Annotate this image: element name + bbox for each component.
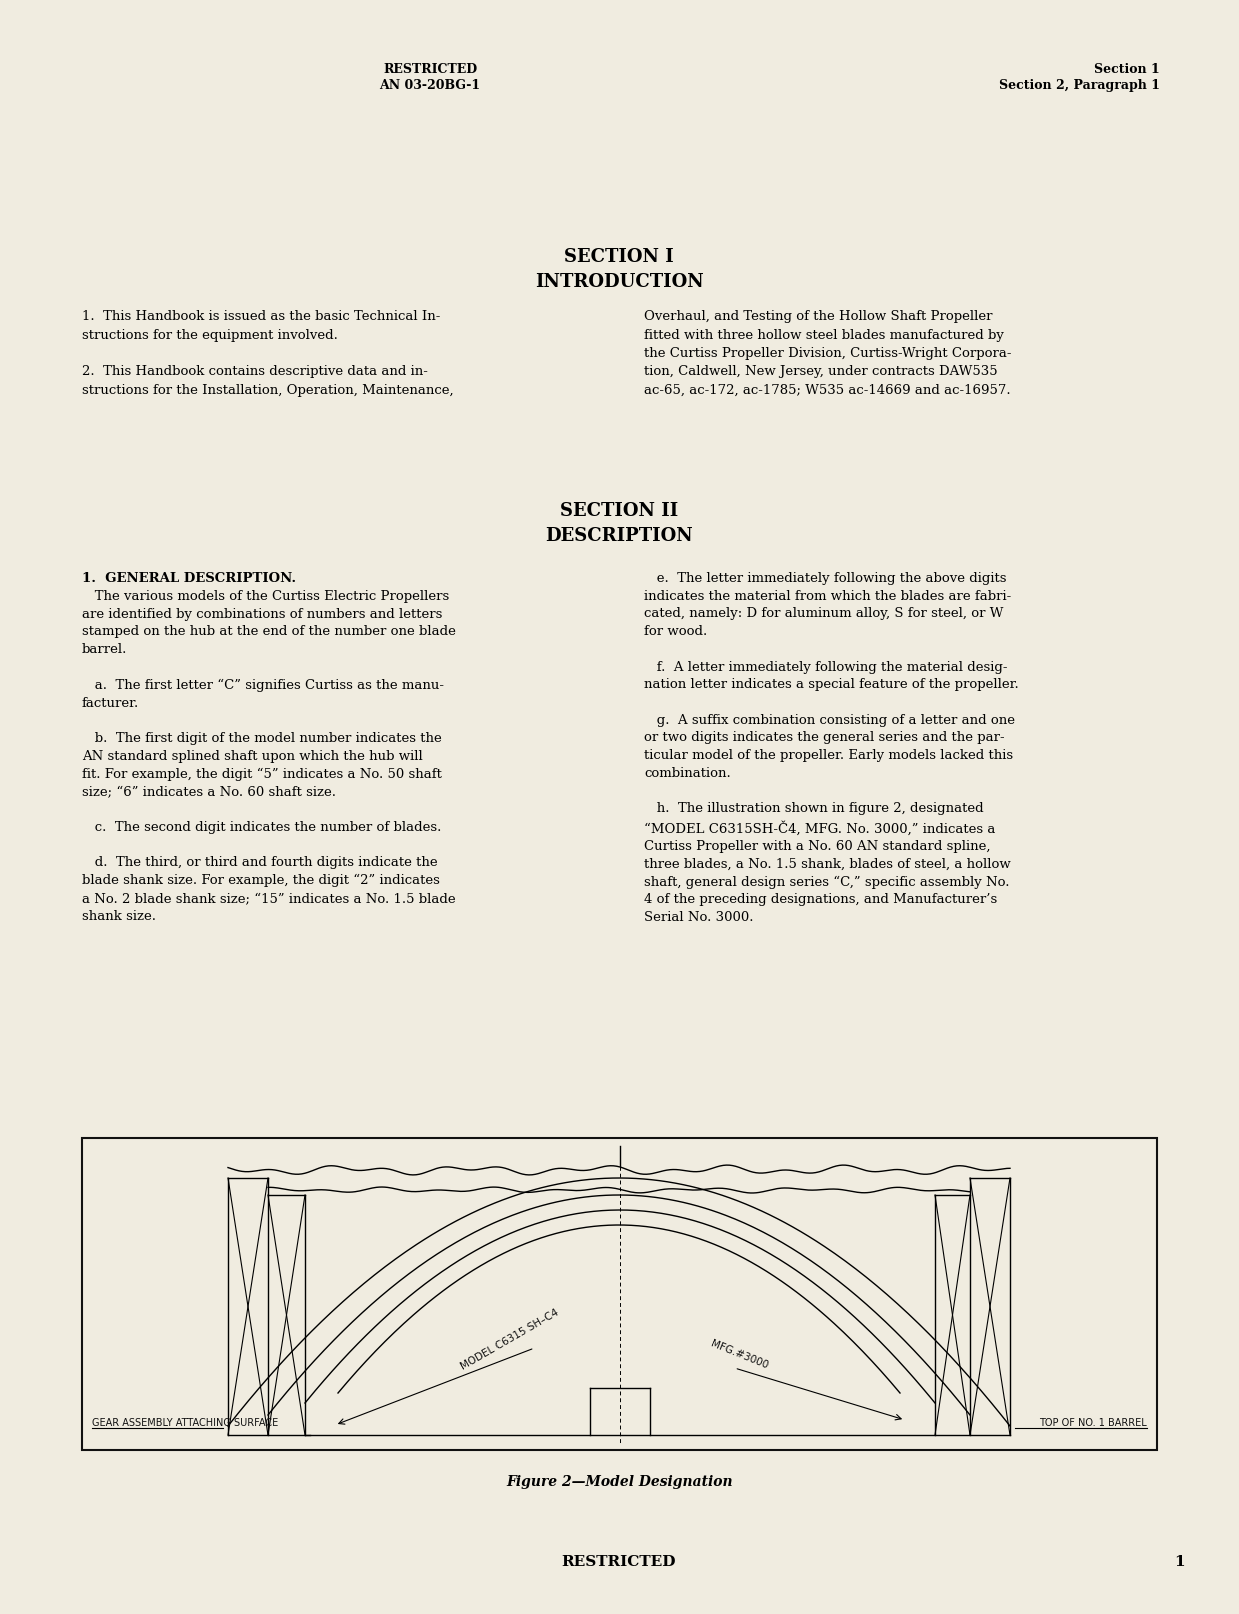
Text: INTRODUCTION: INTRODUCTION xyxy=(534,273,704,291)
Text: GEAR ASSEMBLY ATTACHING SURFACE: GEAR ASSEMBLY ATTACHING SURFACE xyxy=(92,1419,279,1428)
Text: Section 2, Paragraph 1: Section 2, Paragraph 1 xyxy=(999,79,1160,92)
Text: Overhaul, and Testing of the Hollow Shaft Propeller
fitted with three hollow ste: Overhaul, and Testing of the Hollow Shaf… xyxy=(644,310,1011,397)
Text: e.  The letter immediately following the above digits
indicates the material fro: e. The letter immediately following the … xyxy=(644,571,1018,925)
Text: Figure 2—Model Designation: Figure 2—Model Designation xyxy=(507,1475,732,1490)
Text: DESCRIPTION: DESCRIPTION xyxy=(545,528,693,546)
Text: TOP OF NO. 1 BARREL: TOP OF NO. 1 BARREL xyxy=(1040,1419,1147,1428)
Text: Section 1: Section 1 xyxy=(1094,63,1160,76)
Text: SECTION II: SECTION II xyxy=(560,502,678,520)
Text: 1.  This Handbook is issued as the basic Technical In-
structions for the equipm: 1. This Handbook is issued as the basic … xyxy=(82,310,453,397)
Text: MODEL C6315 SH–C4: MODEL C6315 SH–C4 xyxy=(458,1307,560,1372)
Text: RESTRICTED: RESTRICTED xyxy=(383,63,477,76)
Text: AN 03-20BG-1: AN 03-20BG-1 xyxy=(379,79,481,92)
Text: 1.  GENERAL DESCRIPTION.: 1. GENERAL DESCRIPTION. xyxy=(82,571,296,584)
Text: RESTRICTED: RESTRICTED xyxy=(561,1554,676,1569)
Bar xyxy=(82,1138,1157,1449)
Text: 1: 1 xyxy=(1175,1554,1184,1569)
Text: MFG.#3000: MFG.#3000 xyxy=(709,1340,769,1370)
Text: SECTION I: SECTION I xyxy=(564,249,674,266)
Text: The various models of the Curtiss Electric Propellers
are identified by combinat: The various models of the Curtiss Electr… xyxy=(82,591,456,923)
